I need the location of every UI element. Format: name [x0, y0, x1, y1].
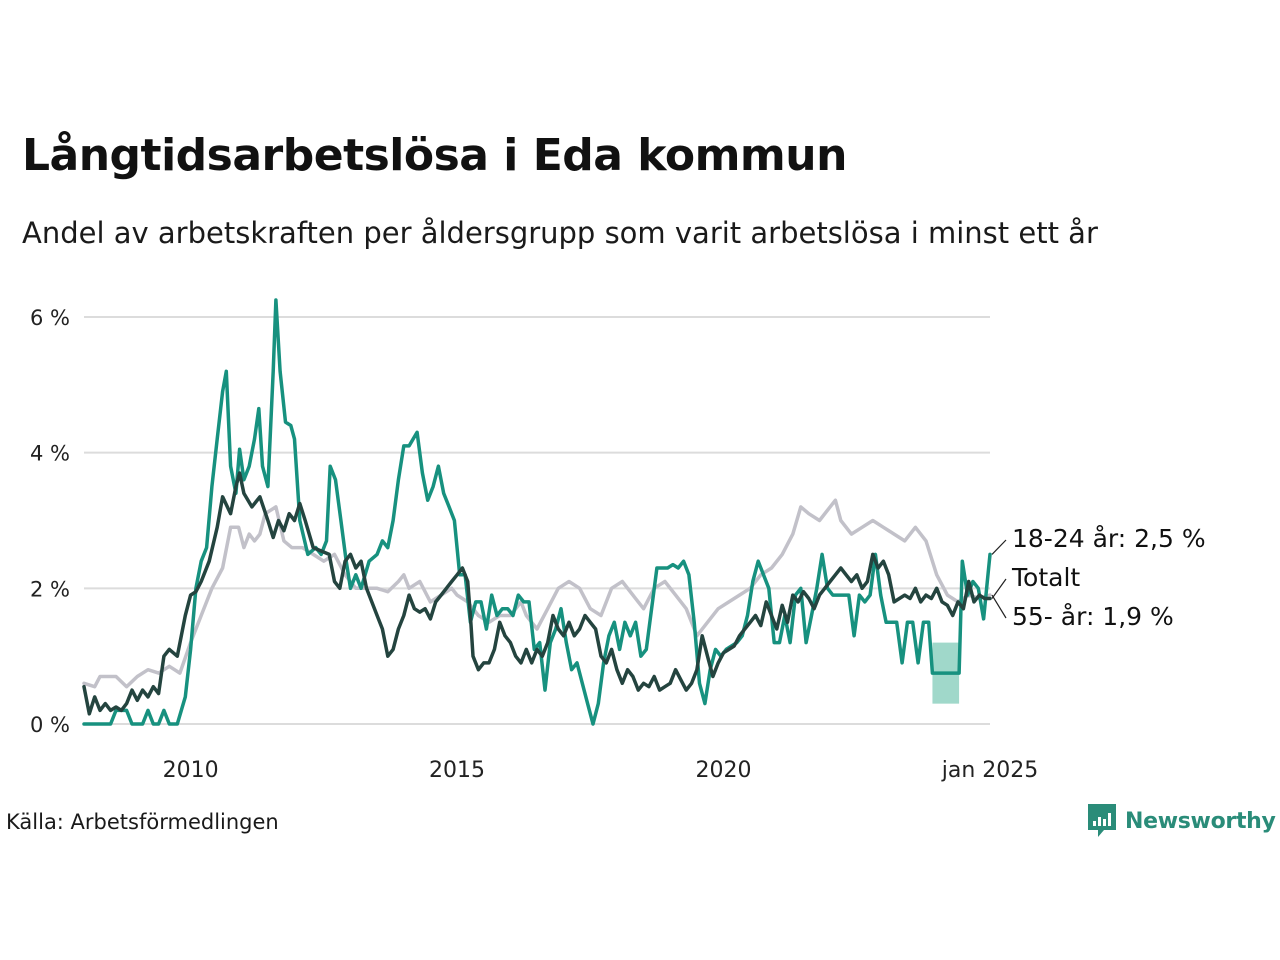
x-tick-label: jan 2025 — [941, 758, 1039, 783]
page-title: Långtidsarbetslösa i Eda kommun — [22, 130, 847, 181]
series-line-senior — [82, 498, 992, 689]
leader-line — [991, 594, 1007, 619]
brand-logo: Newsworthy — [1087, 803, 1276, 839]
brand-name: Newsworthy — [1125, 808, 1276, 834]
gridlines: 0 % 2 % 4 % 6 % 2010 2015 2020 jan 2025 — [30, 306, 1038, 783]
y-tick-label: 2 % — [30, 577, 70, 601]
y-tick-label: 6 % — [30, 306, 70, 330]
newsworthy-logo-icon — [1088, 804, 1116, 837]
y-tick-label: 0 % — [30, 713, 70, 737]
series-lines — [82, 298, 992, 726]
series-label-senior: 55- år: 1,9 % — [1012, 602, 1174, 631]
x-tick-label: 2010 — [163, 758, 219, 783]
series-line-total — [82, 471, 992, 716]
leader-line — [991, 578, 1007, 599]
series-label-youth: 18-24 år: 2,5 % — [1012, 524, 1206, 553]
x-tick-label: 2020 — [696, 758, 752, 783]
line-chart: 0 % 2 % 4 % 6 % 2010 2015 2020 jan 2025 55- år:… — [30, 298, 1206, 783]
source-note: Källa: Arbetsförmedlingen — [6, 810, 279, 834]
x-tick-label: 2015 — [429, 758, 485, 783]
series-label-total: Totalt — [1011, 563, 1080, 592]
page-subtitle: Andel av arbetskraften per åldersgrupp s… — [22, 216, 1098, 250]
series-end-labels: 55- år: 1,9 % 18-24 år: 2,5 % Totalt — [991, 524, 1206, 631]
leader-line — [991, 539, 1007, 555]
y-tick-label: 4 % — [30, 442, 70, 466]
series-line-youth — [82, 298, 992, 726]
